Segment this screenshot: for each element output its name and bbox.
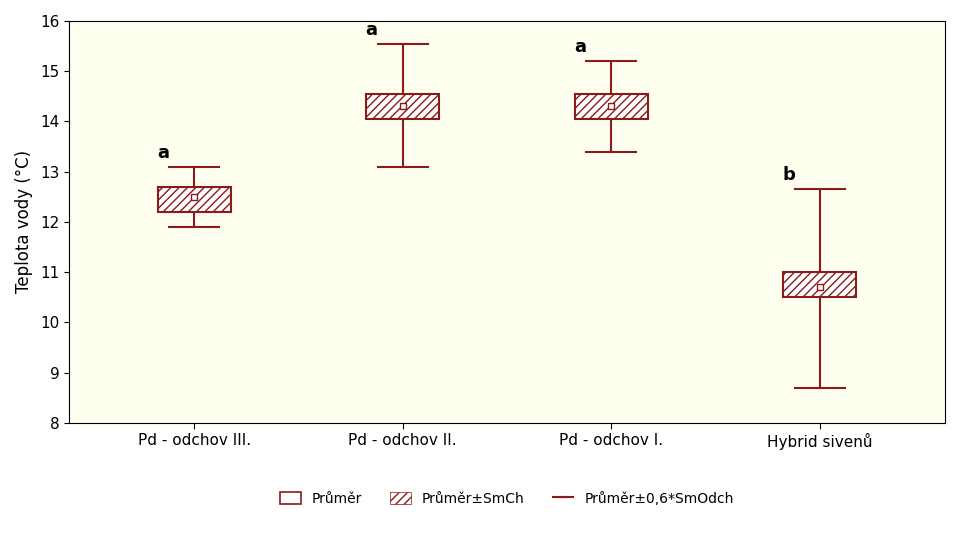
FancyBboxPatch shape [783,272,856,297]
FancyBboxPatch shape [367,94,440,119]
Y-axis label: Teplota vody (°C): Teplota vody (°C) [15,150,33,294]
Text: a: a [366,20,377,38]
FancyBboxPatch shape [575,94,648,119]
Text: a: a [574,38,586,56]
Text: a: a [156,144,169,162]
FancyBboxPatch shape [157,187,230,212]
Legend: Průměr, Průměr±SmCh, Průměr±0,6*SmOdch: Průměr, Průměr±SmCh, Průměr±0,6*SmOdch [275,486,739,511]
Text: b: b [782,166,795,184]
